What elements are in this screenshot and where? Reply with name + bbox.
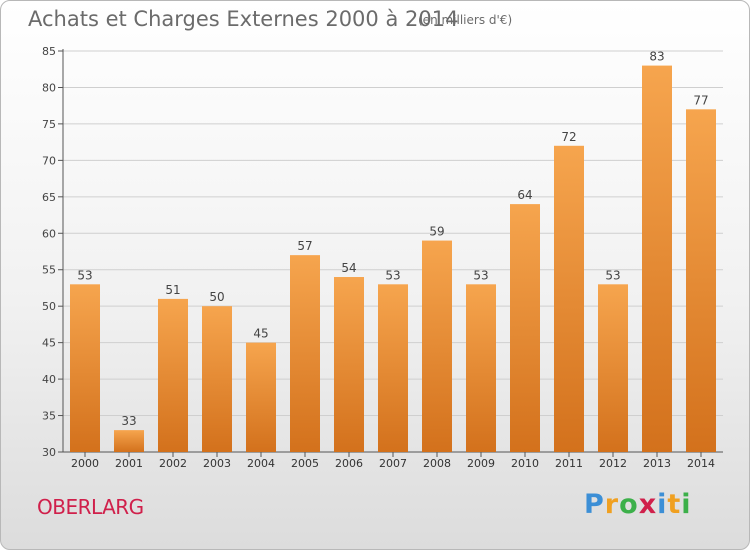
logo-letter: i [657, 489, 668, 520]
x-tick-label: 2007 [379, 457, 407, 470]
bar [334, 277, 364, 452]
data-label: 45 [253, 327, 268, 341]
data-label: 64 [517, 188, 532, 202]
x-tick-label: 2011 [555, 457, 583, 470]
bar [290, 255, 320, 452]
bar [114, 430, 144, 452]
y-tick-label: 80 [42, 81, 56, 94]
y-tick-label: 75 [42, 118, 56, 131]
data-label: 72 [561, 130, 576, 144]
y-tick-label: 35 [42, 410, 56, 423]
x-tick-label: 2009 [467, 457, 495, 470]
data-label: 57 [297, 239, 312, 253]
data-label: 54 [341, 261, 356, 275]
bar [554, 145, 584, 453]
data-label: 50 [209, 290, 224, 304]
bar [510, 204, 540, 452]
y-tick-label: 65 [42, 191, 56, 204]
y-tick-label: 70 [42, 154, 56, 167]
y-tick-label: 60 [42, 227, 56, 240]
data-label: 53 [605, 268, 620, 282]
x-tick-label: 2000 [71, 457, 99, 470]
logo-letter: r [604, 489, 620, 520]
chart-subtitle: (en milliers d'€) [418, 13, 513, 27]
bar [686, 109, 716, 452]
x-tick-label: 2010 [511, 457, 539, 470]
chart-title: Achats et Charges Externes 2000 à 2014 [28, 7, 459, 31]
logo-letter: t [667, 489, 682, 520]
x-tick-label: 2012 [599, 457, 627, 470]
data-label: 53 [77, 268, 92, 282]
x-tick-label: 2014 [687, 457, 715, 470]
data-label: 77 [693, 93, 708, 107]
data-label: 59 [429, 225, 444, 239]
proxiti-logo: Proxiti [584, 489, 692, 520]
x-tick-label: 2006 [335, 457, 363, 470]
x-tick-label: 2008 [423, 457, 451, 470]
bar [246, 342, 276, 452]
logo-letter: i [681, 489, 692, 520]
bar [70, 284, 100, 452]
x-tick-label: 2005 [291, 457, 319, 470]
bar [202, 306, 232, 452]
y-tick-label: 40 [42, 373, 56, 386]
logo-letter: x [638, 489, 658, 520]
x-tick-label: 2003 [203, 457, 231, 470]
y-tick-label: 50 [42, 300, 56, 313]
data-label: 53 [473, 268, 488, 282]
x-tick-label: 2002 [159, 457, 187, 470]
y-tick-label: 30 [42, 446, 56, 459]
data-label: 83 [649, 50, 664, 64]
data-label: 53 [385, 268, 400, 282]
bar [598, 284, 628, 452]
logo-letter: P [584, 489, 605, 520]
x-tick-label: 2004 [247, 457, 275, 470]
x-tick-label: 2001 [115, 457, 143, 470]
bar [466, 284, 496, 452]
bar [422, 240, 452, 452]
y-tick-label: 85 [42, 45, 56, 58]
y-tick-label: 45 [42, 337, 56, 350]
bar [642, 65, 672, 452]
commune-name: OBERLARG [37, 495, 144, 519]
data-label: 33 [121, 414, 136, 428]
bar [158, 298, 188, 452]
x-tick-label: 2013 [643, 457, 671, 470]
logo-letter: o [619, 489, 639, 520]
y-tick-label: 55 [42, 264, 56, 277]
data-label: 51 [165, 283, 180, 297]
bar [378, 284, 408, 452]
